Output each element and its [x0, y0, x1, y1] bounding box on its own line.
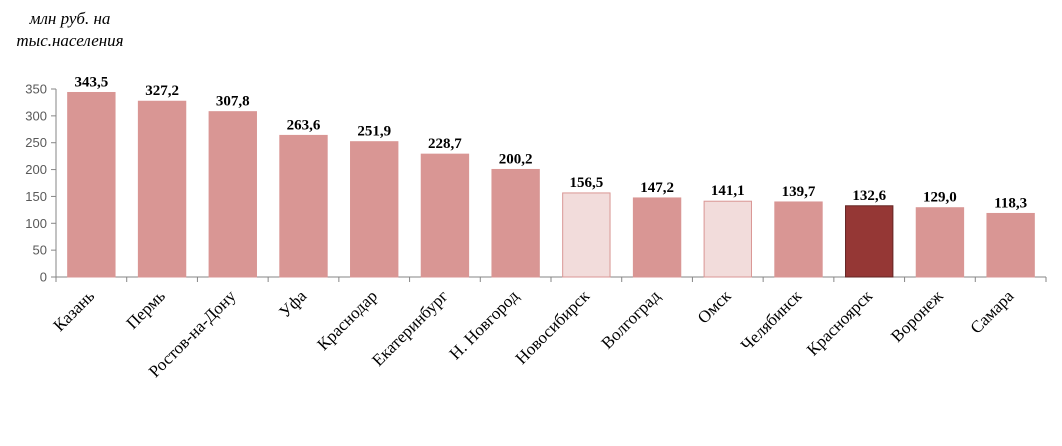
category-label: Красноярск	[803, 286, 877, 360]
y-tick-label: 0	[40, 270, 47, 285]
data-label: 118,3	[994, 195, 1027, 211]
bar-8	[562, 192, 611, 278]
data-label: 156,5	[569, 175, 603, 191]
data-label: 132,6	[852, 188, 886, 204]
y-tick-label: 100	[25, 216, 47, 231]
y-axis-unit-line-2: тыс.населения	[16, 31, 124, 50]
data-label: 139,7	[782, 184, 816, 200]
data-label: 307,8	[216, 94, 250, 110]
category-label: Волгоград	[598, 286, 665, 353]
data-label: 200,2	[499, 151, 533, 167]
y-tick-label: 250	[25, 135, 47, 150]
data-label: 228,7	[428, 136, 462, 152]
bar-1	[67, 91, 116, 278]
bar-11	[774, 201, 823, 278]
category-label: Краснодар	[313, 286, 381, 354]
bar-3	[208, 111, 257, 278]
y-axis-unit-label: млн руб. на тыс.населения	[8, 8, 132, 52]
data-label: 147,2	[640, 180, 674, 196]
data-label: 141,1	[711, 183, 745, 199]
data-label: 251,9	[357, 124, 391, 140]
y-tick-label: 300	[25, 108, 47, 123]
bar-12	[845, 205, 894, 278]
bar-9	[632, 197, 682, 278]
data-label: 343,5	[74, 74, 108, 90]
y-tick-label: 200	[25, 162, 47, 177]
category-label: Новосибирск	[512, 286, 594, 368]
data-label: 263,6	[287, 117, 321, 133]
category-label: Омск	[694, 286, 735, 327]
y-tick-label: 350	[25, 82, 47, 97]
category-label: Н. Новгород	[446, 286, 523, 363]
y-tick-label: 50	[33, 243, 47, 258]
bar-10	[703, 200, 752, 278]
category-label: Пермь	[123, 286, 170, 333]
data-label: 129,0	[923, 190, 957, 206]
category-label: Челябинск	[737, 286, 806, 355]
bar-7	[491, 168, 540, 278]
bar-4	[279, 134, 328, 278]
category-label: Самара	[966, 286, 1017, 337]
bar-6	[420, 153, 470, 278]
data-label: 327,2	[145, 83, 179, 99]
category-label: Екатеринбург	[368, 286, 452, 370]
bar-14	[986, 212, 1035, 278]
bar-2	[137, 100, 187, 278]
category-label: Уфа	[275, 286, 310, 321]
category-label: Воронеж	[887, 286, 947, 346]
y-axis-unit-line-1: млн руб. на	[29, 9, 111, 28]
bar-5	[350, 141, 399, 278]
bar-13	[915, 207, 965, 278]
y-tick-label: 150	[25, 189, 47, 204]
category-label: Казань	[50, 286, 99, 335]
